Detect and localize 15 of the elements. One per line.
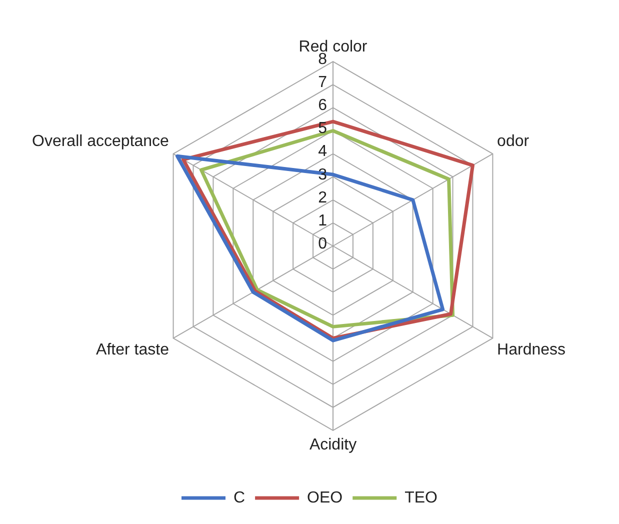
legend-label: TEO — [404, 489, 438, 506]
spoke-label: Hardness — [497, 342, 566, 359]
spoke-label: Acidity — [309, 436, 357, 454]
y-tick-label: 7 — [318, 74, 328, 92]
y-tick-label: 8 — [318, 50, 328, 68]
legend-label: OEO — [307, 489, 343, 506]
y-tick-label: 2 — [318, 189, 328, 206]
y-tick-label: 6 — [318, 97, 328, 114]
spoke-label: After taste — [96, 342, 170, 359]
y-tick-label: 1 — [318, 212, 328, 230]
y-tick-label: 0 — [318, 235, 328, 252]
legend-label: C — [233, 489, 246, 506]
y-tick-label: 4 — [318, 143, 328, 160]
spoke-label: Overall acceptance — [32, 133, 170, 150]
spoke-label: odor — [497, 133, 530, 150]
